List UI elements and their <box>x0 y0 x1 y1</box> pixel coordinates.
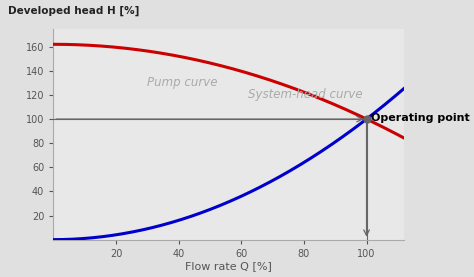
Text: Developed head H [%]: Developed head H [%] <box>8 6 139 16</box>
Text: System-head curve: System-head curve <box>247 88 362 101</box>
X-axis label: Flow rate Q [%]: Flow rate Q [%] <box>185 261 272 271</box>
Text: Operating point: Operating point <box>371 113 470 123</box>
Text: Pump curve: Pump curve <box>147 76 218 89</box>
